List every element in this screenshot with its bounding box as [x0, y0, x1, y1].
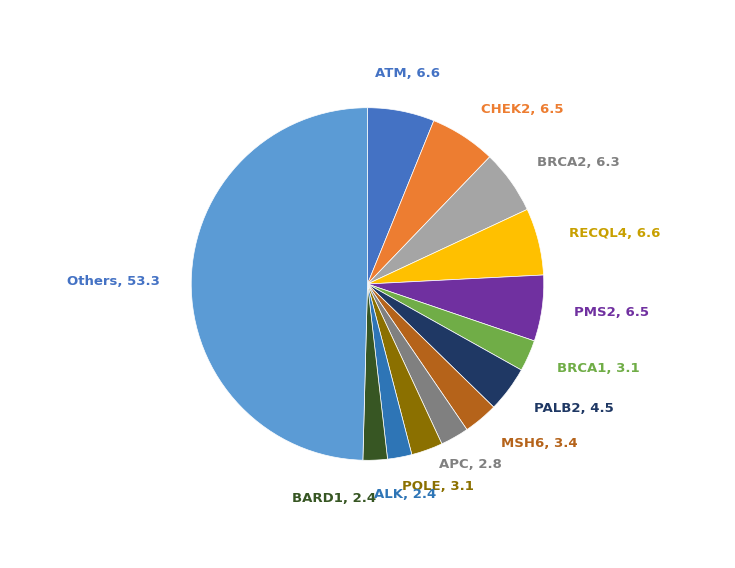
Text: MSH6, 3.4: MSH6, 3.4: [501, 437, 578, 450]
Text: PALB2, 4.5: PALB2, 4.5: [534, 402, 614, 415]
Wedge shape: [368, 284, 494, 429]
Wedge shape: [368, 275, 544, 341]
Text: POLE, 3.1: POLE, 3.1: [402, 480, 474, 493]
Wedge shape: [368, 157, 527, 284]
Text: Others, 53.3: Others, 53.3: [67, 275, 159, 288]
Wedge shape: [368, 284, 521, 407]
Text: BRCA1, 3.1: BRCA1, 3.1: [557, 362, 640, 375]
Wedge shape: [368, 210, 544, 284]
Text: ALK, 2.4: ALK, 2.4: [374, 488, 437, 502]
Wedge shape: [368, 284, 412, 459]
Text: CHEK2, 6.5: CHEK2, 6.5: [481, 103, 563, 116]
Wedge shape: [368, 120, 490, 284]
Text: BRCA2, 6.3: BRCA2, 6.3: [537, 156, 620, 169]
Text: PMS2, 6.5: PMS2, 6.5: [573, 306, 648, 319]
Text: RECQL4, 6.6: RECQL4, 6.6: [570, 227, 661, 240]
Wedge shape: [368, 108, 434, 284]
Wedge shape: [368, 284, 442, 454]
Text: APC, 2.8: APC, 2.8: [439, 458, 502, 471]
Wedge shape: [363, 284, 387, 460]
Text: BARD1, 2.4: BARD1, 2.4: [293, 492, 376, 505]
Wedge shape: [368, 284, 467, 444]
Wedge shape: [191, 108, 368, 460]
Text: ATM, 6.6: ATM, 6.6: [375, 67, 440, 80]
Wedge shape: [368, 284, 534, 370]
